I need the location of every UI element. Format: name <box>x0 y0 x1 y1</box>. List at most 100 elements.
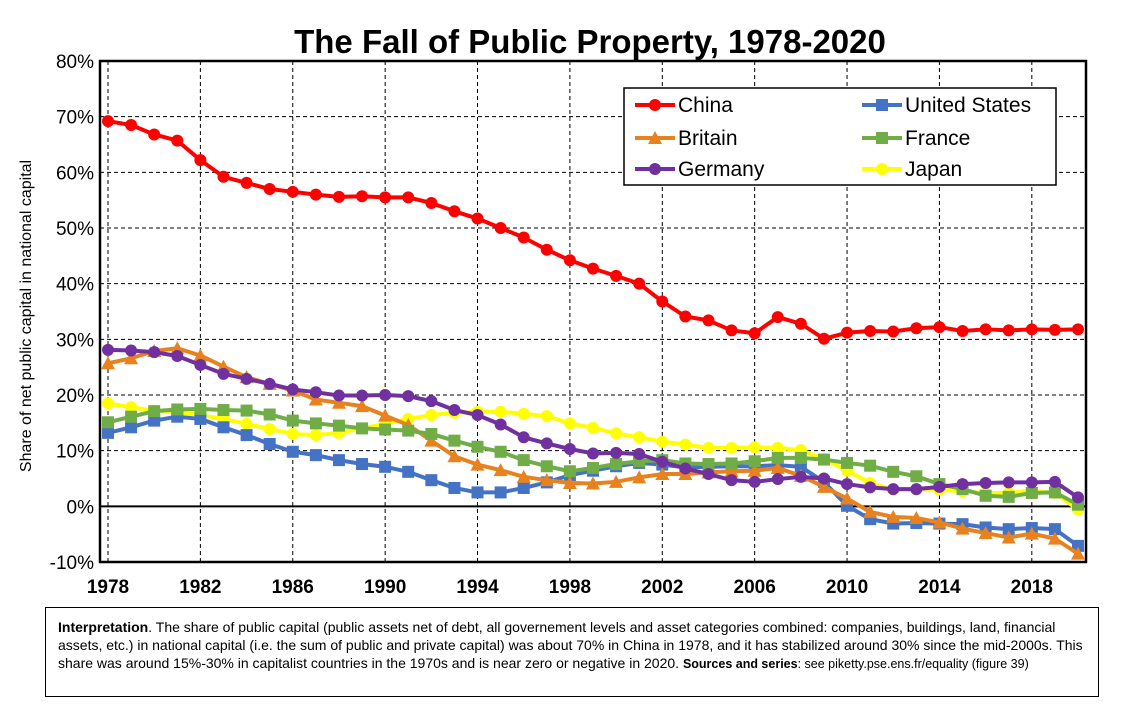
data-point-japan <box>125 401 138 414</box>
x-tick-label: 2006 <box>734 577 776 598</box>
data-point-germany <box>563 442 576 455</box>
legend-marker-united-states <box>876 99 888 111</box>
data-point-germany <box>171 350 184 363</box>
data-point-britain <box>932 515 947 529</box>
y-tick-label: 40% <box>56 275 94 296</box>
data-point-britain <box>724 464 739 478</box>
data-point-france <box>517 454 530 467</box>
data-point-britain <box>863 504 878 518</box>
data-point-japan <box>263 422 276 435</box>
legend-item-britain: Britain <box>635 127 738 150</box>
data-point-united-states <box>309 449 322 462</box>
data-point-britain <box>909 511 924 525</box>
data-point-france <box>610 458 623 471</box>
data-point-china <box>217 170 230 183</box>
data-point-britain <box>308 392 323 406</box>
plot-frame <box>98 59 1088 564</box>
data-point-germany <box>841 478 854 491</box>
data-point-germany <box>102 343 114 356</box>
data-point-germany <box>540 437 553 450</box>
data-point-germany <box>1048 475 1061 488</box>
data-point-japan <box>286 427 299 440</box>
data-point-britain <box>493 463 508 477</box>
data-point-germany <box>286 383 299 396</box>
data-point-france <box>448 434 461 447</box>
data-point-china <box>517 231 530 244</box>
data-point-united-states <box>148 414 161 427</box>
data-point-britain <box>586 476 600 490</box>
data-point-germany <box>933 480 946 493</box>
data-point-germany <box>817 472 830 485</box>
legend-item-france: France <box>862 127 970 150</box>
legend-label-germany: Germany <box>678 158 765 181</box>
y-tick-label: 70% <box>56 108 94 129</box>
x-tick-label: 2014 <box>918 577 961 598</box>
data-point-france <box>587 461 599 474</box>
data-point-germany <box>494 418 507 431</box>
data-point-france <box>563 465 576 478</box>
data-point-china <box>841 326 854 339</box>
data-point-britain <box>470 457 485 471</box>
data-point-france <box>702 458 715 471</box>
data-point-china <box>610 269 623 282</box>
y-tick-label: 20% <box>56 386 94 407</box>
data-point-united-states <box>332 454 345 467</box>
data-point-china <box>263 183 276 196</box>
data-point-france <box>332 419 345 432</box>
data-point-britain <box>770 460 785 474</box>
interpretation-note: Interpretation. The share of public capi… <box>45 607 1099 697</box>
data-point-britain <box>539 473 554 487</box>
data-point-china <box>587 262 599 275</box>
data-point-united-states <box>379 460 392 473</box>
data-point-united-states <box>217 421 230 434</box>
data-point-china <box>125 119 138 132</box>
data-point-united-states <box>1002 523 1015 536</box>
data-point-france <box>910 470 923 483</box>
legend-marker-france <box>876 132 888 144</box>
data-point-germany <box>448 404 461 417</box>
data-point-japan <box>748 441 761 454</box>
x-tick-label: 1986 <box>272 577 314 598</box>
data-point-china <box>540 243 553 256</box>
data-point-united-states <box>125 421 138 434</box>
data-point-china <box>702 314 715 327</box>
data-point-japan <box>309 429 322 442</box>
data-point-united-states <box>517 481 530 494</box>
data-point-united-states <box>240 429 253 442</box>
data-point-britain <box>609 474 624 488</box>
data-point-france <box>148 405 161 418</box>
data-point-japan <box>494 405 507 418</box>
data-point-china <box>471 212 484 225</box>
data-point-germany <box>379 389 392 401</box>
data-point-japan <box>540 410 553 423</box>
data-point-britain <box>170 341 185 355</box>
data-point-united-states <box>356 458 369 471</box>
data-point-china <box>1072 323 1084 336</box>
data-point-united-states <box>494 486 507 499</box>
data-point-germany <box>425 395 438 408</box>
data-point-france <box>864 459 877 472</box>
data-point-germany <box>309 386 322 399</box>
x-tick-label: 1994 <box>456 577 499 598</box>
data-point-china <box>979 323 992 336</box>
data-point-china <box>194 154 207 167</box>
legend-marker-china <box>649 99 661 111</box>
data-point-japan <box>517 407 530 420</box>
data-point-japan <box>702 441 715 454</box>
data-point-france <box>356 422 369 435</box>
data-point-germany <box>725 474 738 487</box>
data-point-germany <box>517 431 530 444</box>
data-point-united-states <box>448 481 461 494</box>
y-tick-label: 10% <box>56 442 94 463</box>
note-sources-text: : see piketty.pse.ens.fr/equality (figur… <box>797 657 1029 671</box>
data-point-france <box>125 410 138 423</box>
chart-title: The Fall of Public Property, 1978-2020 <box>294 23 886 60</box>
data-point-france <box>217 404 230 417</box>
data-point-china <box>286 185 299 198</box>
data-point-france <box>1048 486 1061 499</box>
legend-marker-germany <box>649 163 661 175</box>
data-point-china <box>679 310 692 323</box>
legend-label-united-states: United States <box>905 94 1031 117</box>
data-point-britain <box>1047 531 1062 545</box>
data-point-france <box>794 451 807 464</box>
